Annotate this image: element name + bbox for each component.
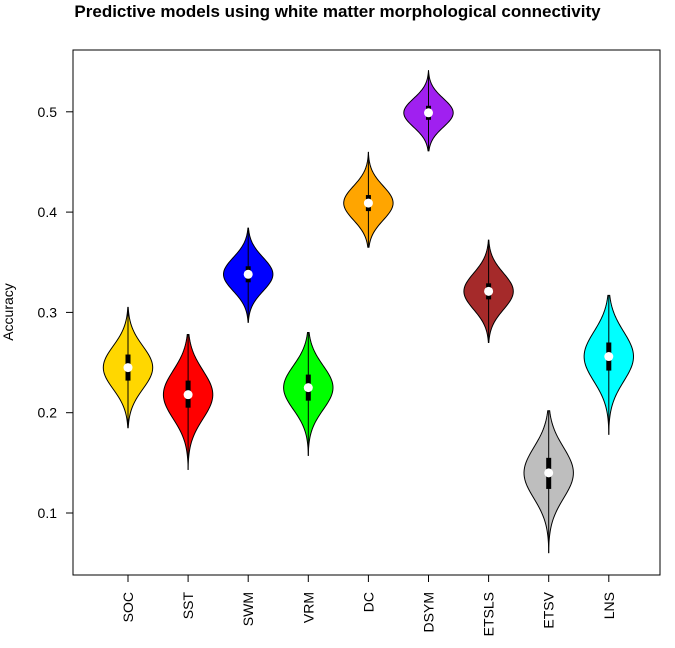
violin-dc [343,151,394,248]
violin-sst [162,333,214,470]
violin-median-point [183,390,193,400]
violins [102,70,634,554]
violin-median-point [484,286,494,296]
chart-title: Predictive models using white matter mor… [74,2,601,21]
y-tick-label: 0.1 [38,505,58,521]
violin-vrm [283,331,334,456]
violin-median-point [544,468,554,478]
violin-soc [102,306,154,429]
violin-swm [223,227,274,323]
violin-median-point [424,108,433,118]
x-tick-label: VRM [300,592,316,623]
violin-median-point [303,383,313,393]
x-tick-label: LNS [601,592,617,619]
plot-frame [72,49,661,576]
x-tick-label: ETSV [541,591,557,628]
y-tick-label: 0.4 [38,204,58,220]
x-tick-label: DSYM [421,592,437,632]
violin-etsv [523,410,574,554]
violin-etsls [463,239,514,343]
violin-median-point [123,363,133,373]
violin-dsym [403,70,454,152]
violin-median-point [363,198,373,208]
x-tick-label: SWM [240,592,256,626]
y-axis-label: Accuracy [0,283,16,341]
x-tick-label: DC [360,592,376,612]
x-axis: SOC SST SWM VRM DC DSYM ETSLS ETSV LNS [120,574,617,636]
y-axis: 0.1 0.2 0.3 0.4 0.5 [38,104,74,521]
x-tick-label: SST [180,592,196,620]
x-tick-label: ETSLS [481,592,497,636]
y-tick-label: 0.3 [38,304,58,320]
violin-median-point [243,269,253,279]
y-tick-label: 0.5 [38,104,58,120]
violin-median-point [604,352,614,362]
x-tick-label: SOC [120,592,136,622]
violin-lns [583,294,634,435]
y-tick-label: 0.2 [38,405,58,421]
